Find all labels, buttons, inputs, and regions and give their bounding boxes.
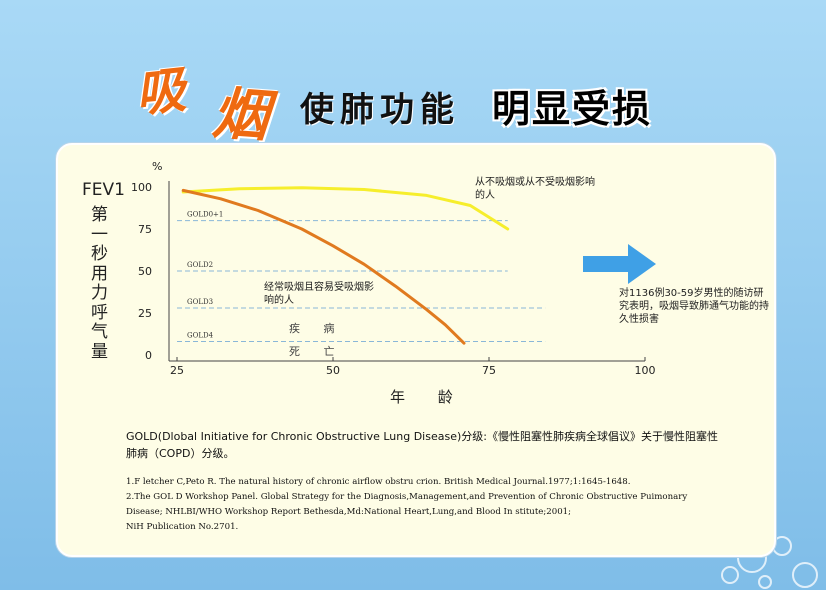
x-tick-label: 75: [482, 364, 496, 377]
nonsmoker-series-label: 从不吸烟或从不受吸烟影响的人: [475, 177, 595, 201]
right-arrow-icon: [583, 244, 656, 284]
gold-reference-label: GOLD3: [187, 298, 213, 306]
y-tick-label: 75: [138, 223, 152, 236]
reference-item: 2.The GOL D Workshop Panel. Global Strat…: [126, 492, 688, 517]
y-tick-label: 0: [145, 349, 152, 362]
smoker-series-label: 经常吸烟且容易受吸烟影响的人: [264, 282, 374, 306]
y-tick-label: 50: [138, 265, 152, 278]
gold-description: GOLD(Dlobal Initiative for Chronic Obstr…: [126, 430, 718, 460]
references: 1.F letcher C,Peto R. The natural histor…: [126, 475, 726, 535]
x-tick-label: 25: [170, 364, 184, 377]
annotation-death: 死 亡: [289, 345, 345, 358]
reference-item: NiH Publication No.2701.: [126, 522, 239, 532]
right-arrow-icon: [583, 244, 656, 284]
y-axis-label-chinese: 第一秒用力呼气量: [91, 205, 108, 362]
content-panel: [56, 143, 776, 557]
smoker-line: [181, 188, 466, 345]
chart-axes: [168, 181, 645, 362]
x-tick-label: 50: [326, 364, 340, 377]
x-tick-label: 100: [635, 364, 656, 377]
y-axis-unit: %: [152, 160, 163, 173]
title-end: 明显受损: [492, 87, 653, 131]
x-axis-label: 年 龄: [390, 388, 467, 406]
gold-reference-label: GOLD2: [187, 261, 213, 269]
chart-ticks: 0 25 50 75 100 25 50 75 100: [131, 181, 656, 377]
y-axis-label-fev1: FEV1: [82, 180, 125, 200]
gold-reference-label: GOLD0+1: [187, 211, 223, 219]
y-tick-label: 25: [138, 307, 152, 320]
y-tick-label: 100: [131, 181, 152, 194]
title-middle: 使肺功能: [300, 90, 460, 130]
chart-series: [181, 186, 510, 345]
annotation-disease: 疾 病: [289, 322, 345, 335]
gold-reference-lines: GOLD0+1 GOLD2 GOLD3 GOLD4: [177, 211, 546, 343]
reference-item: 1.F letcher C,Peto R. The natural histor…: [126, 477, 631, 487]
gold-reference-label: GOLD4: [187, 332, 214, 340]
study-note: 对1136例30-59岁男性的随访研究表明，吸烟导致肺通气功能的持久性损害: [619, 288, 769, 325]
nonsmoker-line: [181, 186, 510, 231]
